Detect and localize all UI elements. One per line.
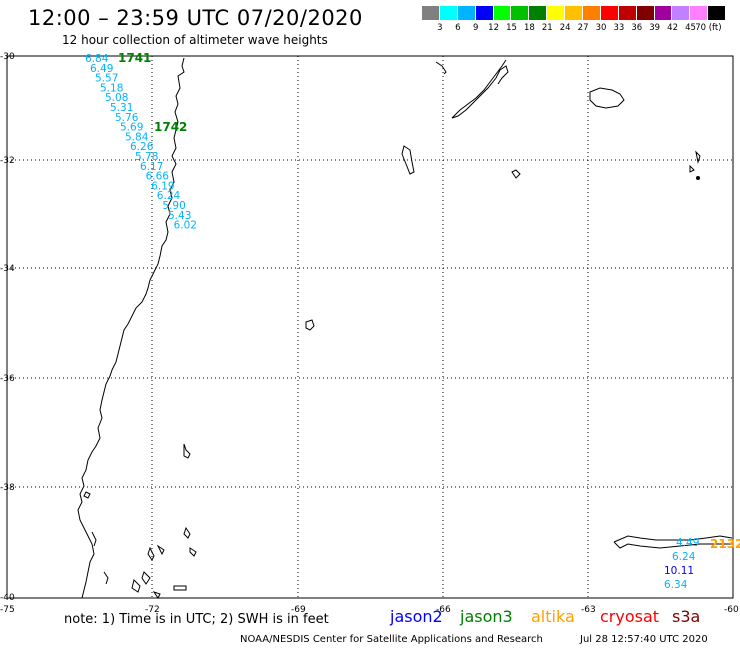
lat-gridlines <box>7 159 733 488</box>
track-1741-value: 5.78 <box>135 151 158 163</box>
track-1741-value: 6.66 <box>146 171 170 183</box>
track-2132-value: 6.34 <box>664 579 688 591</box>
lon-label: -72 <box>145 605 160 615</box>
track-1741-value: 5.43 <box>168 210 191 222</box>
track-2132-value: 6.24 <box>672 551 696 563</box>
track-1741: 6.846.495.575.185.085.315.765.695.846.26… <box>85 53 197 232</box>
lon-gridlines <box>151 56 589 598</box>
track-1742-id: 1742 <box>154 120 187 134</box>
lon-label: -66 <box>436 605 451 615</box>
legend-label: 45 <box>685 23 696 33</box>
satellite-altika: altika <box>531 607 575 626</box>
track-1741-value: 6.49 <box>90 63 113 75</box>
track-1741-value: 5.84 <box>125 131 149 143</box>
legend-swatch <box>583 6 601 20</box>
satellite-s3a: s3a <box>672 607 701 626</box>
legend-swatch <box>600 6 619 20</box>
east-island <box>589 87 625 109</box>
legend-label: 21 <box>541 23 553 33</box>
legend-label: 6 <box>455 23 461 33</box>
legend-swatch <box>493 6 512 20</box>
legend-label: 18 <box>523 23 535 33</box>
track-2132-value: 10.11 <box>664 565 694 577</box>
legend-label: 42 <box>667 23 679 33</box>
lat-axis-labels: -30 -32 -34 -36 -38 -40 <box>0 52 15 603</box>
map-subtitle: 12 hour collection of altimeter wave hei… <box>62 33 328 47</box>
legend-swatch <box>690 6 709 20</box>
legend-swatch <box>547 6 566 20</box>
legend-label: 30 <box>595 23 607 33</box>
track-1741-value: 6.19 <box>151 180 174 192</box>
legend-swatch <box>618 6 637 20</box>
legend-label: 12 <box>488 23 500 33</box>
lat-label: -30 <box>0 52 15 62</box>
track-1741-value: 5.31 <box>110 102 133 114</box>
footer-timestamp: Jul 28 12:57:40 UTC 2020 <box>580 634 708 645</box>
track-1741-value: 5.69 <box>120 122 143 134</box>
legend-swatch <box>422 6 440 20</box>
legend-label: 36 <box>631 23 643 33</box>
lat-label: -32 <box>0 156 15 166</box>
track-1741-value: 6.02 <box>174 220 197 232</box>
track-2132: 4.49 6.24 10.11 6.34 <box>664 537 699 591</box>
legend-label: 33 <box>613 23 625 33</box>
lon-label: -69 <box>291 605 306 615</box>
legend-swatch <box>708 6 727 20</box>
legend-swatch <box>529 6 548 20</box>
legend-swatch <box>654 6 673 20</box>
track-1741-value: 6.24 <box>157 190 181 202</box>
track-2132-value: 4.49 <box>676 537 699 549</box>
legend-label: 3 <box>437 23 443 33</box>
upper-coast <box>435 59 507 119</box>
legend-swatch <box>457 6 476 20</box>
track-1741-value: 5.18 <box>100 82 123 94</box>
note-text: note: 1) Time is in UTC; 2) SWH is in fe… <box>64 612 329 627</box>
track-1741-value: 5.08 <box>105 92 128 104</box>
legend-swatch <box>439 6 458 20</box>
lon-label: -60 <box>724 605 739 615</box>
lon-label: -75 <box>0 605 15 615</box>
lat-label: -40 <box>0 593 15 603</box>
color-legend <box>422 6 727 20</box>
track-1741-id: 1741 <box>118 51 151 65</box>
lon-axis-labels: -75 -72 -69 -66 -63 -60 <box>0 605 739 615</box>
map-frame <box>6 55 734 599</box>
track-1741-value: 6.17 <box>140 161 163 173</box>
legend-label: 70 (ft) <box>695 23 722 33</box>
legend-label: 39 <box>649 23 661 33</box>
track-1741-value: 5.57 <box>95 73 118 85</box>
lat-label: -36 <box>0 374 15 384</box>
southeast-coast <box>613 535 733 549</box>
lat-label: -38 <box>0 483 15 493</box>
chile-coast-detail <box>83 491 109 585</box>
satellite-jason3: jason3 <box>460 607 513 626</box>
footer-credit: NOAA/NESDIS Center for Satellite Applica… <box>240 634 543 645</box>
legend-label: 15 <box>506 23 517 33</box>
legend-swatch <box>565 6 584 20</box>
legend-label: 27 <box>577 23 589 33</box>
legend-swatch <box>672 6 691 20</box>
lon-label: -63 <box>581 605 596 615</box>
track-1741-value: 6.84 <box>85 53 109 65</box>
satellite-cryosat: cryosat <box>600 607 660 626</box>
legend-swatch <box>636 6 655 20</box>
chile-coastline <box>77 57 185 599</box>
legend-label: 9 <box>472 23 479 33</box>
chiloe-islands <box>131 443 197 599</box>
legend-swatch <box>511 6 530 20</box>
small-islands <box>305 145 701 331</box>
track-1741-value: 5.90 <box>162 200 185 212</box>
legend-swatch <box>475 6 494 20</box>
map-title: 12:00 – 23:59 UTC 07/20/2020 <box>28 6 363 30</box>
lat-label: -34 <box>0 264 15 274</box>
track-1741-value: 6.26 <box>130 141 154 153</box>
track-1741-value: 5.76 <box>115 112 139 124</box>
satellite-jason2: jason2 <box>390 607 443 626</box>
upper-coast-loop <box>451 65 509 119</box>
legend-label: 24 <box>559 23 571 33</box>
track-2132-id: 2132 <box>710 537 740 551</box>
